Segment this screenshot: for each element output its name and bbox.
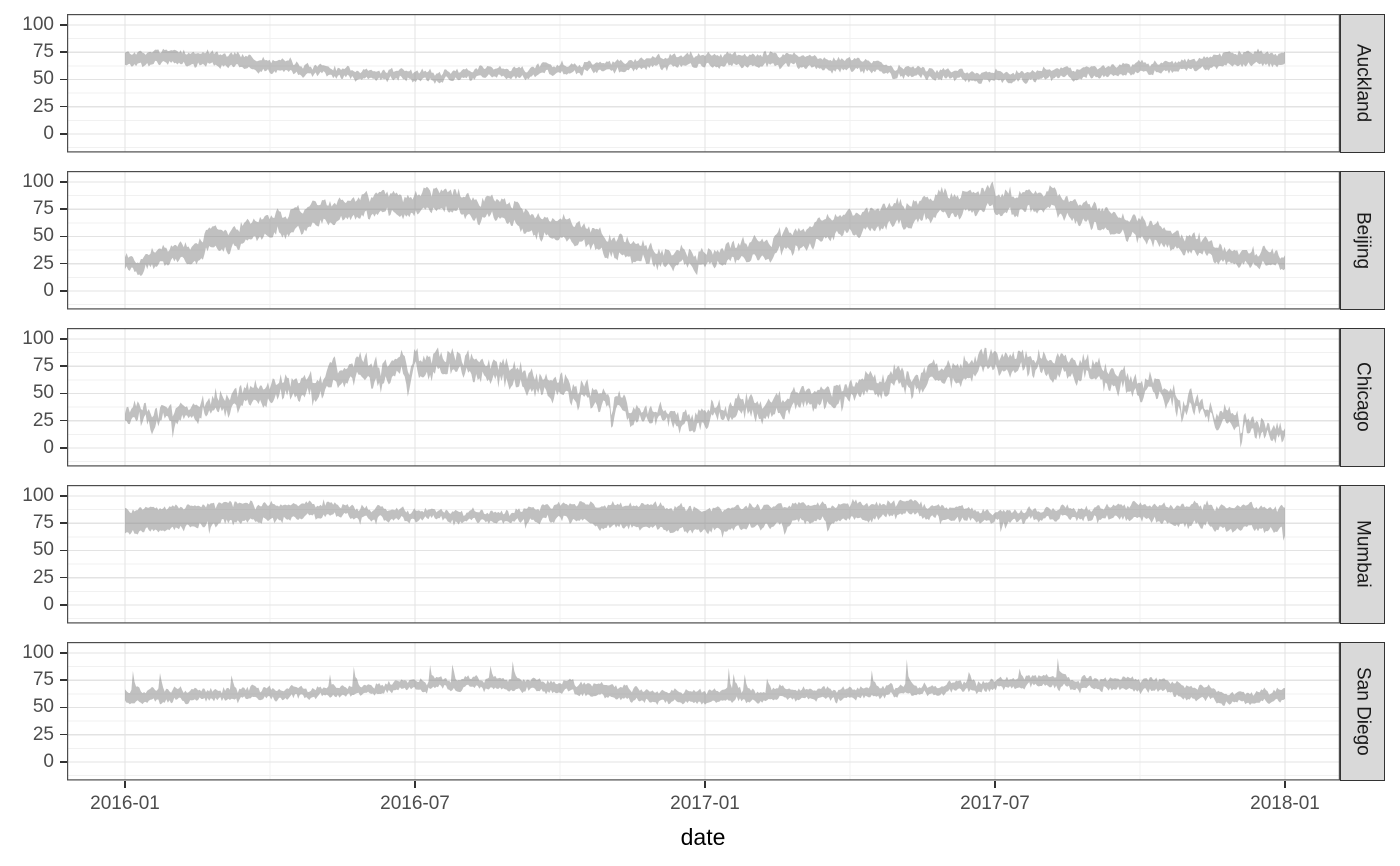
- y-tick-label: 25: [32, 566, 54, 588]
- y-tick-label: 75: [32, 355, 54, 377]
- ribbon-area-mumbai: [125, 498, 1285, 541]
- y-tick-mark: [60, 290, 67, 292]
- y-tick-mark: [60, 522, 67, 524]
- y-tick-mark: [60, 392, 67, 395]
- y-tick-label: 50: [32, 696, 54, 718]
- y-tick-mark: [60, 652, 67, 654]
- y-tick-mark: [60, 679, 67, 681]
- y-tick-mark: [60, 51, 67, 53]
- y-tick-mark: [60, 576, 67, 579]
- facet-panel-mumbai: [67, 485, 1340, 624]
- y-tick-label: 75: [32, 41, 54, 63]
- y-tick-label: 100: [22, 13, 54, 35]
- y-tick-mark: [60, 24, 67, 26]
- minor-gridlines: [67, 642, 1340, 781]
- y-tick-mark: [60, 365, 67, 367]
- y-tick-label: 0: [43, 122, 54, 144]
- x-tick-mark: [124, 780, 126, 788]
- y-tick-label: 25: [32, 409, 54, 431]
- x-axis-title: date: [680, 824, 726, 850]
- facet-strip-san-diego: San Diego: [1340, 642, 1385, 781]
- y-tick-mark: [60, 761, 67, 763]
- y-tick-mark: [60, 604, 67, 606]
- panel-border: [67, 642, 1340, 781]
- ribbon-area-auckland: [125, 48, 1285, 84]
- y-tick-mark: [60, 338, 67, 340]
- facet-strip-mumbai: Mumbai: [1340, 485, 1385, 624]
- facet-strip-label: Mumbai: [1352, 520, 1374, 589]
- x-tick-label: 2016-01: [90, 792, 160, 814]
- ribbon-area-beijing: [125, 181, 1285, 277]
- facet-strip-label: Auckland: [1352, 44, 1374, 123]
- minor-gridlines: [67, 171, 1340, 310]
- facet-panel-auckland: [67, 14, 1340, 153]
- x-tick-label: 2017-07: [960, 792, 1030, 814]
- y-tick-label: 75: [32, 669, 54, 691]
- panel-border: [67, 171, 1340, 310]
- y-tick-label: 75: [32, 198, 54, 220]
- facet-strip-beijing: Beijing: [1340, 171, 1385, 310]
- facet-panel-beijing: [67, 171, 1340, 310]
- y-tick-mark: [60, 419, 67, 422]
- major-gridlines: [67, 642, 1340, 781]
- ribbon-area-san-diego: [125, 658, 1285, 706]
- minor-gridlines: [67, 14, 1340, 153]
- x-tick-mark: [994, 780, 996, 788]
- y-tick-label: 50: [32, 68, 54, 90]
- y-tick-mark: [60, 208, 67, 210]
- y-tick-mark: [60, 105, 67, 108]
- facet-panel-san-diego: [67, 642, 1340, 781]
- facet-strip-label: Beijing: [1352, 211, 1374, 269]
- y-tick-mark: [60, 733, 67, 736]
- panel-border: [67, 328, 1340, 467]
- y-tick-label: 25: [32, 95, 54, 117]
- y-tick-label: 100: [22, 170, 54, 192]
- y-tick-label: 100: [22, 484, 54, 506]
- y-tick-mark: [60, 181, 67, 183]
- facet-strip-label: Chicago: [1352, 362, 1374, 433]
- major-gridlines: [67, 14, 1340, 153]
- y-tick-label: 0: [43, 436, 54, 458]
- y-tick-label: 0: [43, 279, 54, 301]
- y-tick-label: 75: [32, 512, 54, 534]
- panel-border: [67, 485, 1340, 624]
- y-tick-mark: [60, 133, 67, 135]
- y-tick-label: 50: [32, 382, 54, 404]
- y-tick-mark: [60, 78, 67, 81]
- y-tick-label: 0: [43, 593, 54, 615]
- x-tick-mark: [414, 780, 416, 788]
- y-tick-mark: [60, 706, 67, 709]
- y-tick-mark: [60, 447, 67, 449]
- x-tick-mark: [1284, 780, 1286, 788]
- y-tick-mark: [60, 262, 67, 265]
- y-tick-label: 0: [43, 750, 54, 772]
- y-tick-label: 50: [32, 225, 54, 247]
- x-tick-label: 2018-01: [1250, 792, 1320, 814]
- y-tick-label: 100: [22, 641, 54, 663]
- facet-strip-auckland: Auckland: [1340, 14, 1385, 153]
- y-tick-label: 25: [32, 252, 54, 274]
- y-tick-label: 50: [32, 539, 54, 561]
- y-tick-mark: [60, 495, 67, 497]
- x-tick-mark: [704, 780, 706, 788]
- major-gridlines: [67, 171, 1340, 310]
- facet-strip-label: San Diego: [1352, 666, 1374, 756]
- y-tick-label: 100: [22, 327, 54, 349]
- y-tick-label: 25: [32, 723, 54, 745]
- facet-panel-chicago: [67, 328, 1340, 467]
- y-tick-mark: [60, 235, 67, 238]
- x-tick-label: 2016-07: [380, 792, 450, 814]
- y-tick-mark: [60, 549, 67, 552]
- x-tick-label: 2017-01: [670, 792, 740, 814]
- panel-border: [67, 14, 1340, 153]
- facet-strip-chicago: Chicago: [1340, 328, 1385, 467]
